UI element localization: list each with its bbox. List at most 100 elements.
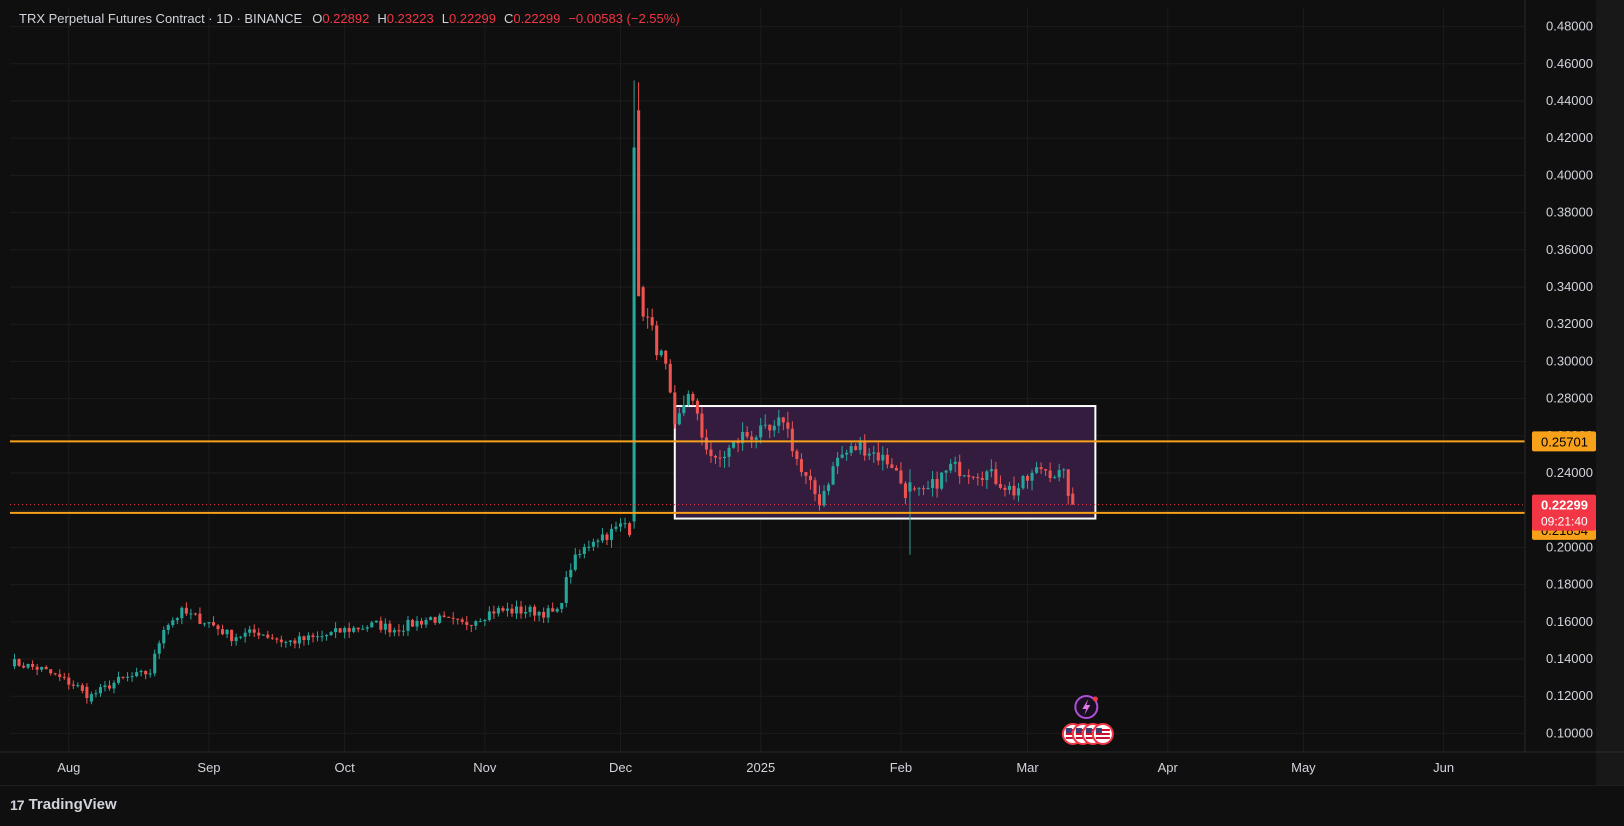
price-tick-label: 0.18000	[1546, 577, 1593, 592]
candle-body	[600, 534, 604, 541]
candle-body	[80, 685, 84, 691]
candle-up	[180, 606, 184, 625]
candle-down	[266, 630, 270, 639]
candle-up	[564, 570, 568, 608]
candle-up	[1035, 461, 1039, 475]
candle-body	[239, 636, 243, 638]
candle-body	[352, 627, 356, 632]
candle-body	[202, 623, 207, 625]
candle-body	[704, 437, 708, 450]
candle-down	[71, 680, 75, 690]
candle-body	[456, 618, 460, 620]
candle-down	[356, 627, 360, 633]
candle-body	[623, 523, 627, 525]
candle-down	[1025, 474, 1030, 489]
candle-down	[808, 469, 813, 490]
candle-body	[492, 611, 496, 614]
candle-body	[722, 456, 727, 459]
candle-down	[293, 637, 297, 649]
candle-down	[628, 521, 632, 537]
candle-body	[406, 619, 410, 631]
candle-down	[107, 680, 112, 691]
candle-up	[157, 640, 161, 659]
candle-up	[361, 625, 365, 631]
candle-body	[1048, 470, 1052, 479]
candle-up	[1057, 463, 1061, 482]
candle-up	[772, 420, 776, 437]
lightning-icon-dot	[1092, 696, 1098, 702]
candle-body	[67, 677, 71, 685]
candle-body	[157, 643, 161, 654]
candle-down	[958, 454, 962, 484]
candle-body	[40, 667, 44, 670]
candle-body	[632, 147, 636, 522]
candle-body	[890, 464, 894, 468]
candle-body	[989, 469, 993, 472]
candle-body	[727, 447, 731, 457]
price-tick-label: 0.30000	[1546, 353, 1593, 368]
candle-body	[438, 615, 442, 623]
candle-body	[139, 670, 143, 673]
candle-up	[944, 470, 948, 483]
price-tick-label: 0.28000	[1546, 391, 1593, 406]
candle-down	[718, 450, 722, 468]
candle-body	[501, 608, 505, 611]
flag-canton	[1085, 728, 1092, 733]
candle-body	[98, 687, 102, 694]
candle-body	[483, 619, 487, 622]
candle-body	[781, 417, 785, 423]
candle-up	[315, 631, 320, 642]
candle-up	[239, 635, 243, 640]
candle-down	[664, 350, 668, 370]
candle-body	[1066, 469, 1070, 496]
time-tick-label: Sep	[197, 760, 220, 775]
tradingview-logo-icon: 17	[10, 796, 25, 813]
candle-body	[1062, 469, 1066, 471]
candle-down	[668, 359, 672, 394]
candle-down	[781, 416, 785, 431]
candle-up	[320, 630, 324, 642]
candle-down	[456, 618, 460, 625]
candle-body	[528, 606, 532, 613]
candle-body	[659, 350, 663, 356]
time-tick-label: 2025	[746, 760, 775, 775]
candle-body	[967, 475, 971, 477]
candle-up	[831, 461, 835, 486]
candle-body	[1012, 485, 1016, 496]
time-tick-label: Oct	[335, 760, 356, 775]
flag-canton	[1095, 728, 1102, 733]
candle-body	[1003, 487, 1007, 490]
candle-down	[980, 471, 984, 487]
candle-body	[175, 618, 179, 621]
candle-body	[293, 640, 297, 644]
candle-body	[279, 639, 283, 643]
candle-body	[361, 628, 365, 630]
candle-body	[524, 612, 528, 614]
candle-body	[392, 630, 396, 633]
candle-body	[379, 620, 383, 630]
candle-body	[695, 400, 699, 414]
grid	[10, 8, 1525, 752]
countdown-label: 09:21:40	[1541, 515, 1588, 529]
candle-body	[162, 630, 166, 644]
candle-up	[415, 616, 419, 631]
candle-body	[768, 424, 772, 431]
symbol-title[interactable]: TRX Perpetual Futures Contract · 1D · BI…	[19, 11, 303, 26]
candle-up	[537, 610, 541, 622]
candle-body	[519, 606, 523, 614]
tradingview-brand[interactable]: 17 TradingView	[10, 796, 117, 813]
candle-up	[171, 617, 175, 628]
candle-down	[804, 471, 808, 485]
last-price-badge	[1532, 494, 1596, 531]
candle-down	[768, 424, 772, 439]
candle-body	[994, 469, 998, 484]
candle-body	[365, 627, 369, 629]
candle-up	[496, 605, 500, 617]
candle-up	[243, 628, 247, 643]
candle-down	[876, 442, 880, 466]
price-tick-label: 0.24000	[1546, 465, 1593, 480]
candle-up	[560, 602, 564, 613]
candle-body	[343, 628, 347, 633]
candle-body	[221, 629, 225, 635]
